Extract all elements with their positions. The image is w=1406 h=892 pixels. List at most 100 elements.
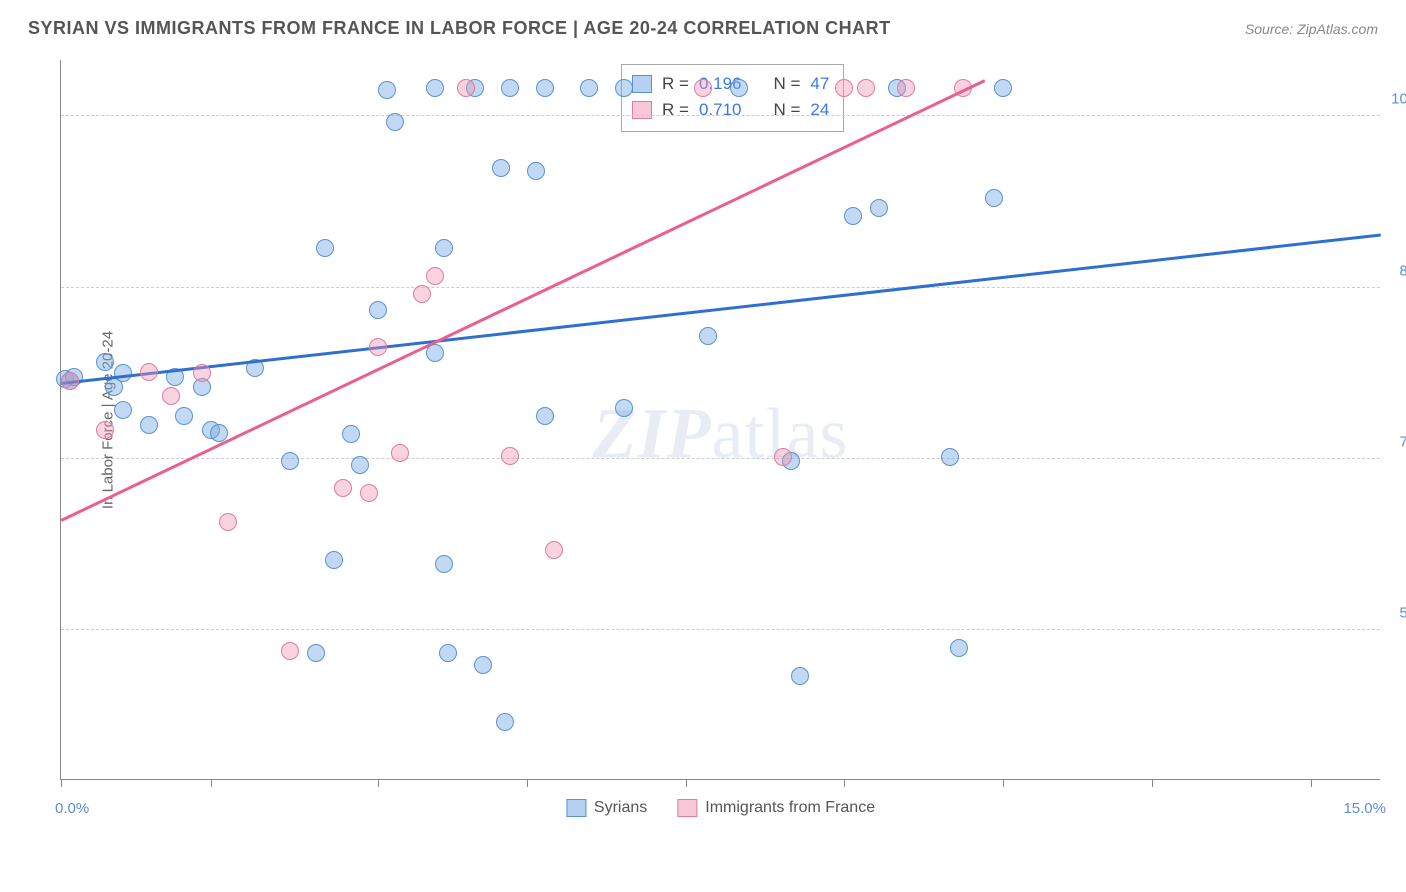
data-point bbox=[360, 484, 378, 502]
data-point bbox=[615, 399, 633, 417]
data-point bbox=[870, 199, 888, 217]
data-point bbox=[386, 113, 404, 131]
legend-swatch bbox=[566, 799, 586, 817]
data-point bbox=[307, 644, 325, 662]
y-tick-label: 85.0% bbox=[1399, 262, 1406, 279]
data-point bbox=[281, 642, 299, 660]
data-point bbox=[140, 363, 158, 381]
data-point bbox=[140, 416, 158, 434]
legend-label: Immigrants from France bbox=[705, 799, 875, 817]
r-label: R = bbox=[662, 74, 689, 94]
n-value: 24 bbox=[810, 100, 829, 120]
data-point bbox=[791, 667, 809, 685]
data-point bbox=[435, 239, 453, 257]
scatter-plot: In Labor Force | Age 20-24 ZIPatlas R =0… bbox=[60, 60, 1380, 780]
data-point bbox=[439, 644, 457, 662]
data-point bbox=[96, 353, 114, 371]
data-point bbox=[941, 448, 959, 466]
gridline bbox=[61, 115, 1380, 116]
correlation-stats-box: R =0.196N =47R =0.710N =24 bbox=[621, 64, 844, 132]
data-point bbox=[527, 162, 545, 180]
x-tick bbox=[1311, 779, 1312, 787]
gridline bbox=[61, 629, 1380, 630]
data-point bbox=[774, 448, 792, 466]
chart-title: SYRIAN VS IMMIGRANTS FROM FRANCE IN LABO… bbox=[28, 18, 891, 39]
data-point bbox=[496, 713, 514, 731]
y-tick-label: 100.0% bbox=[1391, 91, 1406, 108]
data-point bbox=[96, 421, 114, 439]
x-tick bbox=[378, 779, 379, 787]
data-point bbox=[435, 555, 453, 573]
legend-label: Syrians bbox=[594, 799, 647, 817]
data-point bbox=[501, 79, 519, 97]
watermark-bold: ZIP bbox=[593, 393, 712, 473]
y-tick-label: 70.0% bbox=[1399, 434, 1406, 451]
data-point bbox=[281, 452, 299, 470]
data-point bbox=[492, 159, 510, 177]
data-point bbox=[694, 79, 712, 97]
data-point bbox=[994, 79, 1012, 97]
data-point bbox=[536, 407, 554, 425]
data-point bbox=[985, 189, 1003, 207]
data-point bbox=[615, 79, 633, 97]
data-point bbox=[219, 513, 237, 531]
data-point bbox=[351, 456, 369, 474]
source-label: Source: ZipAtlas.com bbox=[1245, 21, 1378, 37]
data-point bbox=[426, 267, 444, 285]
data-point bbox=[950, 639, 968, 657]
legend-swatch bbox=[632, 101, 652, 119]
trend-line bbox=[61, 234, 1381, 385]
r-label: R = bbox=[662, 100, 689, 120]
data-point bbox=[369, 338, 387, 356]
data-point bbox=[545, 541, 563, 559]
data-point bbox=[162, 387, 180, 405]
x-tick bbox=[211, 779, 212, 787]
y-tick-label: 55.0% bbox=[1399, 605, 1406, 622]
data-point bbox=[114, 401, 132, 419]
legend-swatch bbox=[632, 75, 652, 93]
x-tick bbox=[61, 779, 62, 787]
data-point bbox=[474, 656, 492, 674]
data-point bbox=[61, 372, 79, 390]
data-point bbox=[835, 79, 853, 97]
stats-row: R =0.710N =24 bbox=[632, 97, 829, 123]
x-tick bbox=[844, 779, 845, 787]
x-tick bbox=[527, 779, 528, 787]
data-point bbox=[378, 81, 396, 99]
legend-swatch bbox=[677, 799, 697, 817]
x-tick bbox=[1003, 779, 1004, 787]
data-point bbox=[193, 364, 211, 382]
data-point bbox=[334, 479, 352, 497]
data-point bbox=[413, 285, 431, 303]
data-point bbox=[536, 79, 554, 97]
data-point bbox=[369, 301, 387, 319]
x-axis-max-label: 15.0% bbox=[1343, 800, 1386, 817]
n-label: N = bbox=[773, 74, 800, 94]
data-point bbox=[342, 425, 360, 443]
gridline bbox=[61, 458, 1380, 459]
data-point bbox=[325, 551, 343, 569]
data-point bbox=[316, 239, 334, 257]
data-point bbox=[501, 447, 519, 465]
legend-item: Immigrants from France bbox=[677, 799, 875, 817]
data-point bbox=[844, 207, 862, 225]
data-point bbox=[699, 327, 717, 345]
data-point bbox=[897, 79, 915, 97]
data-point bbox=[457, 79, 475, 97]
data-point bbox=[175, 407, 193, 425]
data-point bbox=[426, 79, 444, 97]
data-point bbox=[391, 444, 409, 462]
x-tick bbox=[686, 779, 687, 787]
data-point bbox=[730, 79, 748, 97]
gridline bbox=[61, 287, 1380, 288]
n-value: 47 bbox=[810, 74, 829, 94]
legend-item: Syrians bbox=[566, 799, 647, 817]
data-point bbox=[857, 79, 875, 97]
r-value: 0.710 bbox=[699, 100, 742, 120]
trend-line bbox=[60, 79, 985, 521]
x-tick bbox=[1152, 779, 1153, 787]
header: SYRIAN VS IMMIGRANTS FROM FRANCE IN LABO… bbox=[28, 18, 1378, 39]
legend: Syrians Immigrants from France bbox=[566, 799, 875, 817]
x-axis-min-label: 0.0% bbox=[55, 800, 89, 817]
data-point bbox=[580, 79, 598, 97]
